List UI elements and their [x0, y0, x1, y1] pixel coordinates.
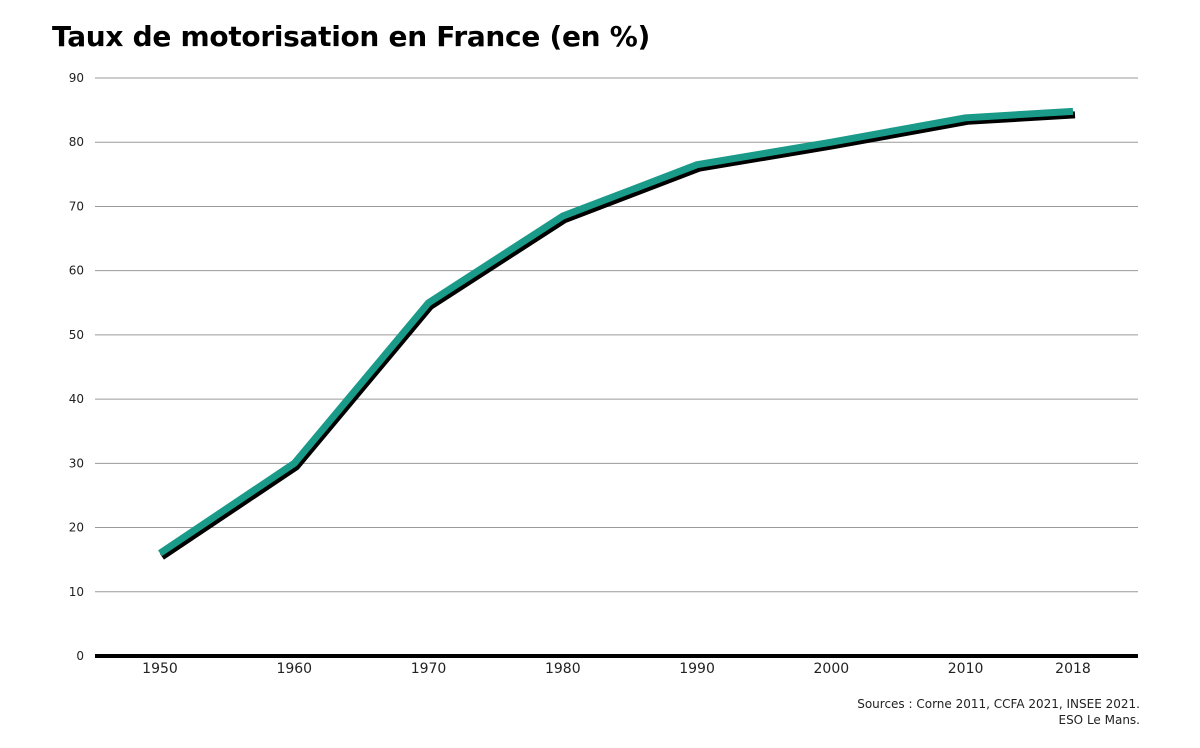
y-tick-label: 70	[69, 199, 84, 213]
gridlines	[95, 77, 1138, 593]
x-tick-label: 2000	[814, 661, 850, 677]
y-tick-label: 80	[69, 135, 84, 149]
sources-line: Sources : Corne 2011, CCFA 2021, INSEE 2…	[857, 697, 1140, 711]
x-tick-label: 2010	[948, 661, 984, 677]
y-tick-label: 0	[76, 649, 84, 663]
x-tick-label: 1960	[276, 661, 312, 677]
chart-title: Taux de motorisation en France (en %)	[52, 20, 651, 53]
y-tick-label: 50	[69, 328, 84, 342]
x-tick-label: 1980	[545, 661, 581, 677]
y-tick-label: 60	[69, 264, 84, 278]
series-line	[158, 107, 1074, 557]
y-tick-label: 90	[69, 71, 84, 85]
y-tick-label: 10	[69, 585, 84, 599]
x-axis-ticks: 1950 1960 1970 1980 1990 2000 2010 2018	[142, 661, 1091, 677]
x-tick-label: 2018	[1055, 661, 1091, 677]
x-tick-label: 1990	[679, 661, 715, 677]
x-tick-label: 1950	[142, 661, 178, 677]
y-axis-ticks: 0 10 20 30 40 50 60 70 80 90	[69, 71, 84, 663]
y-tick-label: 20	[69, 521, 84, 535]
series-layer	[158, 107, 1076, 560]
x-tick-label: 1970	[411, 661, 447, 677]
series-line-shadow	[160, 111, 1076, 560]
sources-note: Sources : Corne 2011, CCFA 2021, INSEE 2…	[857, 696, 1140, 728]
y-tick-label: 30	[69, 456, 84, 470]
publisher-line: ESO Le Mans.	[1058, 713, 1140, 727]
line-chart: 0 10 20 30 40 50 60 70 80 90 1950 1960 1970 1980 1990…	[69, 71, 1138, 677]
y-tick-label: 40	[69, 392, 84, 406]
